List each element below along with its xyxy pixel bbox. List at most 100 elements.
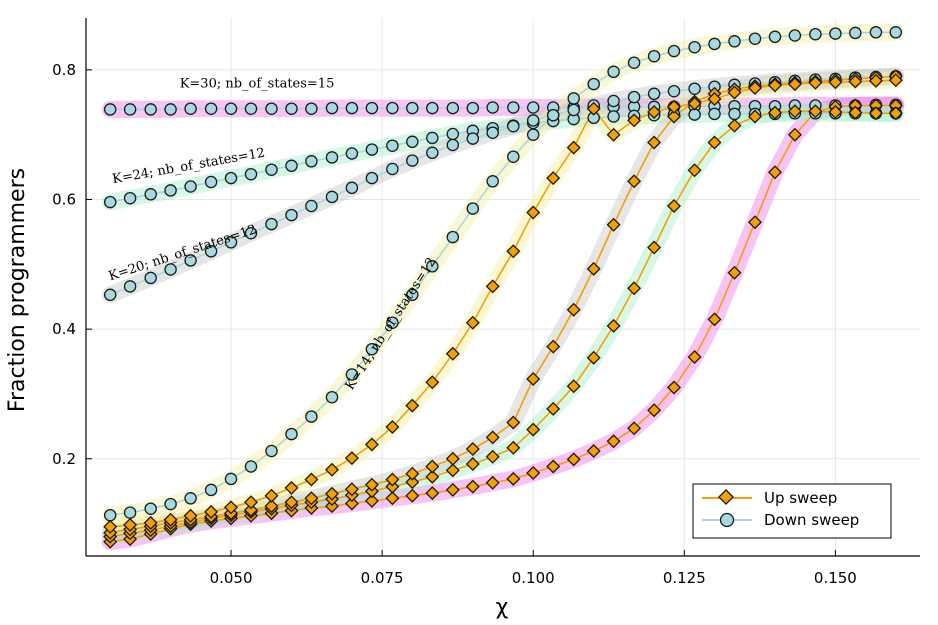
legend-up-label: Up sweep	[764, 489, 837, 507]
up-sweep-point	[526, 422, 541, 437]
down-sweep-point	[224, 236, 238, 249]
down-sweep-point	[526, 114, 540, 127]
up-sweep-point	[647, 135, 662, 150]
up-sweep-point	[828, 104, 843, 120]
down-sweep-point	[103, 288, 117, 302]
up-sweep-point	[485, 279, 500, 294]
up-sweep-point	[747, 80, 763, 96]
confidence-band	[101, 67, 905, 542]
up-sweep-point	[385, 472, 400, 487]
down-sweep-point	[204, 175, 218, 189]
down-sweep-point	[224, 472, 238, 486]
up-sweep-point	[848, 105, 863, 120]
down-sweep-point	[164, 184, 177, 197]
down-sweep-point	[849, 26, 862, 40]
down-sweep-point	[708, 107, 721, 121]
up-sweep-point	[787, 77, 802, 92]
up-sweep-point	[767, 105, 783, 120]
down-sweep-point	[748, 32, 762, 45]
down-sweep-point	[829, 27, 842, 40]
down-sweep-point	[667, 84, 681, 98]
down-sweep-point	[164, 497, 177, 511]
down-sweep-point	[647, 87, 661, 101]
down-sweep-point	[123, 103, 137, 116]
down-sweep-point	[627, 56, 641, 69]
up-sweep-point	[647, 403, 662, 418]
up-sweep-point	[586, 350, 601, 365]
up-sweep-point	[344, 451, 359, 466]
down-sweep-point	[788, 29, 802, 42]
down-sweep-point	[265, 217, 278, 231]
up-sweep-point	[808, 75, 823, 90]
up-sweep-point	[284, 495, 299, 510]
down-sweep-point	[325, 190, 339, 204]
down-sweep-point	[305, 102, 318, 115]
down-sweep-point	[526, 101, 540, 114]
legend-down-marker	[719, 512, 735, 528]
down-sweep-point	[446, 127, 460, 141]
up-sweep-point	[445, 346, 460, 361]
down-sweep-point	[184, 102, 197, 115]
annotations: K=30; nb_of_states=15K=24; nb_of_states=…	[107, 76, 440, 392]
up-sweep-point	[264, 488, 279, 503]
x-tick-label: 0.125	[663, 569, 706, 587]
up-sweep-point	[868, 106, 883, 121]
up-sweep-point	[828, 75, 843, 90]
curve-annotation: K=14; nb_of_states=12	[343, 255, 440, 393]
down-sweep-point	[144, 502, 157, 515]
up-sweep-point	[848, 74, 863, 89]
axes	[85, 18, 920, 557]
down-sweep-point	[365, 342, 379, 356]
down-sweep-point	[285, 159, 298, 173]
up-sweep-point	[425, 459, 440, 474]
down-sweep-point	[607, 65, 620, 79]
up-sweep-point	[425, 375, 440, 390]
up-sweep-point	[405, 466, 420, 481]
down-sweep-point	[667, 44, 681, 58]
down-sweep-point	[365, 101, 379, 115]
down-sweep-point	[627, 90, 641, 104]
series-lines	[109, 31, 896, 543]
down-sweep-point	[244, 226, 258, 240]
up-sweep-point	[445, 463, 460, 478]
up-sweep-point	[546, 171, 561, 186]
down-sweep-point	[688, 108, 701, 121]
down-sweep-point	[728, 107, 741, 121]
up-sweep-point	[506, 415, 521, 430]
up-sweep-point	[506, 471, 521, 486]
up-sweep-point	[666, 109, 682, 124]
down-sweep-point	[426, 101, 439, 115]
down-sweep-point	[305, 199, 318, 213]
down-sweep-point	[768, 30, 782, 44]
up-sweep-point	[405, 488, 420, 503]
down-sweep-point	[345, 101, 359, 115]
down-sweep-point	[507, 101, 520, 114]
down-sweep-point	[285, 427, 298, 441]
down-sweep-point	[224, 102, 238, 115]
y-tick-label: 0.6	[52, 190, 76, 208]
up-sweep-point	[566, 452, 581, 467]
up-sweep-point	[264, 499, 279, 514]
down-sweep-point	[809, 27, 822, 41]
up-sweep-point	[526, 371, 541, 387]
up-sweep-point	[787, 127, 802, 142]
up-sweep-point	[787, 104, 802, 119]
up-sweep-point	[707, 135, 722, 150]
down-sweep-point	[466, 202, 480, 215]
up-sweep-point	[767, 165, 783, 180]
up-sweep-point	[465, 456, 480, 472]
down-sweep-point	[265, 102, 278, 115]
up-sweep-point	[324, 486, 340, 501]
x-tick-label: 0.100	[512, 569, 555, 587]
up-sweep-point	[666, 99, 682, 114]
up-sweep-point	[223, 500, 239, 515]
down-sweep-point	[869, 26, 883, 39]
ticks: 0.050 0.075 0.100 0.125 0.150 0.2 0.4 0.6 0.8	[52, 61, 857, 587]
down-sweep-point	[526, 128, 540, 141]
up-sweep-point	[183, 508, 198, 523]
down-sweep-point	[546, 108, 560, 122]
up-sweep-point	[425, 469, 440, 484]
down-sweep-point	[426, 260, 439, 273]
down-sweep-line	[110, 31, 896, 516]
y-tick-label: 0.8	[52, 61, 76, 79]
